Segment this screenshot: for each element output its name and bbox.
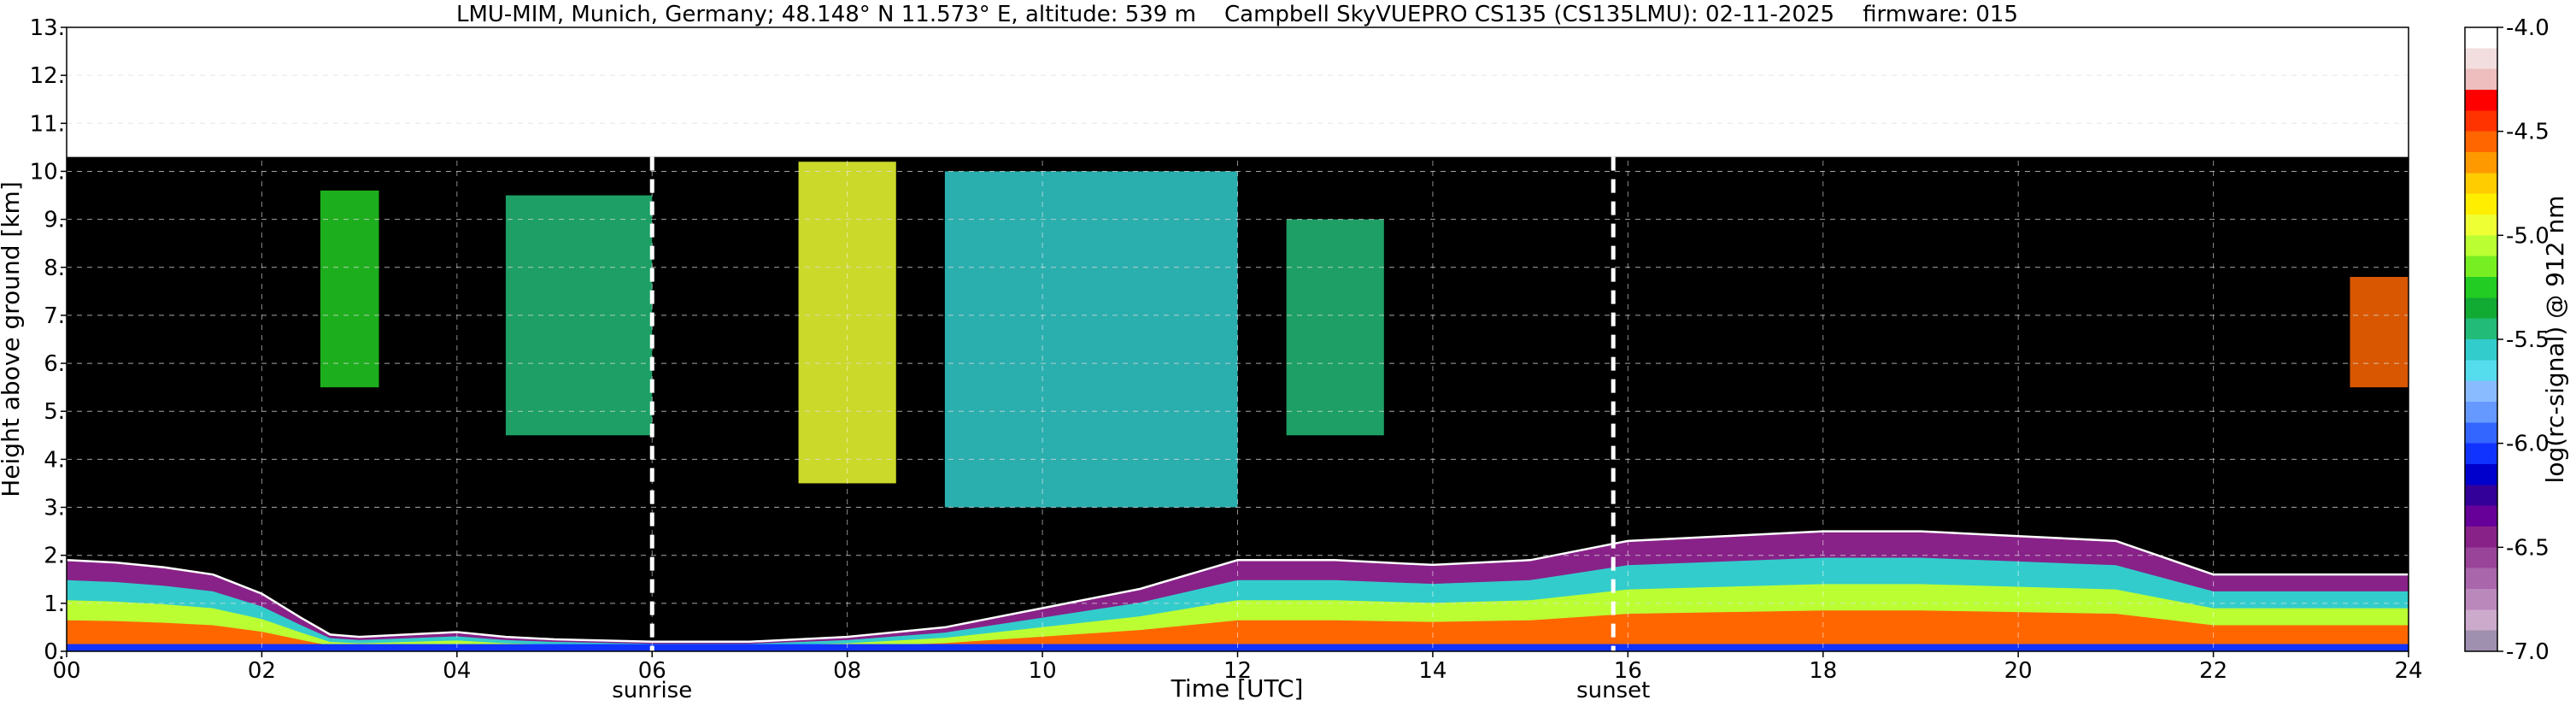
x-tick-label: 16 [1614, 658, 1642, 684]
sunset-label: sunset [1576, 678, 1650, 703]
cloud-layer-2 [798, 162, 896, 484]
x-tick-label: 10 [1029, 658, 1057, 684]
cloud-layer-5 [2350, 277, 2409, 388]
x-tick-label: 06 [638, 658, 666, 684]
colorbar-tick-label: -5.5 [2506, 327, 2550, 353]
cloud-layer-4 [1286, 219, 1384, 436]
cloud-layer-1 [505, 195, 653, 436]
y-tick-label: 2. [44, 544, 65, 569]
cloud-layer-0 [320, 190, 379, 388]
x-tick-label: 04 [443, 658, 471, 684]
colorbar-tick-label: -4.5 [2506, 120, 2550, 145]
y-tick-label: 1. [44, 591, 65, 617]
x-tick-label: 24 [2394, 658, 2422, 684]
boundary-layer-top-line [66, 530, 2409, 644]
event-markers: sunrise sunset [612, 156, 1650, 703]
y-tick-label: 10. [30, 159, 65, 185]
x-tick-label: 14 [1418, 658, 1446, 684]
y-tick-label: 13. [30, 15, 65, 41]
y-tick-label: 11. [30, 111, 65, 137]
y-tick-label: 12. [30, 63, 65, 89]
x-tick-label: 20 [2004, 658, 2033, 684]
x-axis-label: Time [UTC] [1171, 674, 1304, 703]
colorbar-frame [2464, 26, 2498, 652]
y-axis-ticks: 0. 1. 2. 3. 4. 5. 6. 7. 8. 9. 10. 11. 12. 13. [30, 15, 67, 665]
y-tick-label: 0. [44, 639, 65, 665]
colorbar-tick-label: -4.0 [2506, 15, 2550, 41]
y-tick-label: 7. [44, 303, 65, 329]
x-tick-label: 02 [248, 658, 276, 684]
chart-title: LMU-MIM, Munich, Germany; 48.148° N 11.5… [456, 2, 2018, 27]
y-tick-label: 6. [44, 351, 65, 377]
colorbar-tick-label: -7.0 [2506, 639, 2550, 665]
y-axis-label: Height above ground [km] [0, 181, 25, 497]
plot-area: sunrise sunset [66, 26, 2409, 703]
boundary-layer-band-3 [67, 610, 2409, 651]
cloud-layer-3 [944, 171, 1238, 508]
colorbar-ticks: -4.0 -4.5 -5.0 -5.5 -6.0 -6.5 -7.0 [2497, 15, 2550, 665]
y-tick-label: 5. [44, 399, 65, 425]
x-tick-label: 18 [1809, 658, 1837, 684]
x-tick-label: 08 [833, 658, 861, 684]
colorbar-tick-label: -5.0 [2506, 223, 2550, 249]
colorbar-tick-label: -6.0 [2506, 432, 2550, 457]
x-axis-ticks: 00 02 04 06 08 10 12 14 16 18 20 22 24 [52, 651, 2423, 684]
sunrise-label: sunrise [612, 678, 692, 703]
y-tick-label: 3. [44, 496, 65, 521]
x-tick-label: 12 [1223, 658, 1252, 684]
y-tick-label: 8. [44, 256, 65, 281]
colorbar-tick-label: -6.5 [2506, 535, 2550, 561]
x-tick-label: 22 [2199, 658, 2227, 684]
y-tick-label: 4. [44, 447, 65, 473]
x-tick-label: 00 [52, 658, 80, 684]
y-tick-label: 9. [44, 208, 65, 233]
colorbar: -4.0 -4.5 -5.0 -5.5 -6.0 -6.5 -7.0 log(rc-sign… [2464, 15, 2569, 665]
colorbar-label: log(rc-signal) @ 912 nm [2541, 196, 2569, 484]
